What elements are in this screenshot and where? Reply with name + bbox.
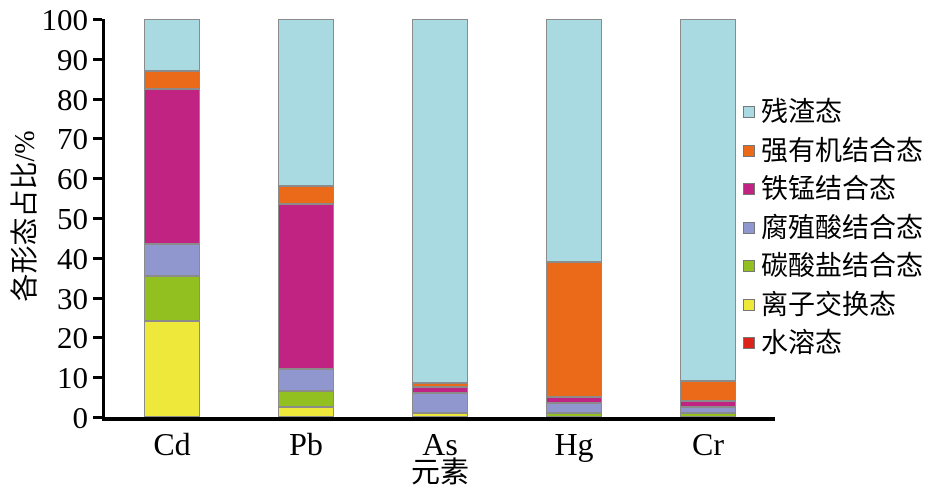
y-tick-label: 70: [57, 121, 88, 157]
bar-segment-Cd-残渣态: [144, 19, 200, 71]
bar-segment-Pb-铁锰结合态: [278, 204, 334, 370]
x-category-label-Cd: Cd: [153, 426, 191, 462]
bar-segment-Pb-碳酸盐结合态: [278, 391, 334, 408]
bar-segment-As-腐殖酸结合态: [412, 393, 468, 413]
bar-segment-Pb-腐殖酸结合态: [278, 369, 334, 392]
x-axis-title: 元素: [410, 457, 469, 489]
bar-segment-Hg-碳酸盐结合态: [546, 413, 602, 417]
bar-segment-Cr-碳酸盐结合态: [680, 413, 736, 417]
bar-segment-Pb-离子交换态: [278, 407, 334, 417]
y-tick-label: 50: [57, 201, 88, 236]
y-tick-mark: [93, 18, 102, 21]
x-category-label-Pb: Pb: [289, 426, 323, 462]
y-tick-label: 10: [57, 360, 88, 396]
bar-segment-Pb-残渣态: [278, 19, 334, 187]
bar-segment-Hg-腐殖酸结合态: [546, 403, 602, 413]
bar-segment-Cr-残渣态: [680, 19, 736, 382]
legend-swatch-残渣态: [743, 106, 755, 118]
y-tick-label: 60: [57, 161, 88, 197]
x-axis-line: [102, 417, 775, 421]
bar-segment-Pb-强有机结合态: [278, 186, 334, 205]
bar-segment-Cr-腐殖酸结合态: [680, 407, 736, 414]
bar-segment-Cd-腐殖酸结合态: [144, 243, 200, 276]
bar-segment-As-铁锰结合态: [412, 387, 468, 394]
y-tick-label: 20: [57, 320, 88, 356]
x-category-label-Hg: Hg: [554, 426, 594, 462]
x-category-label-Cr: Cr: [692, 426, 724, 462]
bar-segment-As-强有机结合态: [412, 383, 468, 388]
legend-label-腐殖酸结合态: 腐殖酸结合态: [761, 212, 923, 243]
y-tick-label: 0: [72, 400, 89, 435]
bar-segment-Cd-铁锰结合态: [144, 88, 200, 244]
legend-label-强有机结合态: 强有机结合态: [761, 135, 923, 166]
legend-label-残渣态: 残渣态: [761, 97, 842, 127]
bar-segment-Cr-铁锰结合态: [680, 401, 736, 408]
y-axis-line: [102, 19, 105, 421]
legend-label-碳酸盐结合态: 碳酸盐结合态: [761, 251, 923, 281]
bar-segment-Cd-碳酸盐结合态: [144, 275, 200, 322]
bar-segment-Hg-铁锰结合态: [546, 397, 602, 404]
bar-segment-As-离子交换态: [412, 413, 468, 417]
bar-segment-Cd-强有机结合态: [144, 70, 200, 89]
y-tick-label: 40: [57, 240, 88, 276]
y-tick-mark: [93, 336, 102, 340]
legend-label-水溶态: 水溶态: [761, 328, 842, 358]
legend-label-铁锰结合态: 铁锰结合态: [761, 174, 896, 204]
legend-swatch-腐殖酸结合态: [743, 221, 755, 234]
y-tick-mark: [93, 416, 102, 419]
y-tick-label: 30: [57, 280, 88, 316]
legend-swatch-碳酸盐结合态: [743, 260, 755, 272]
y-tick-label: 100: [41, 2, 89, 37]
x-category-label-As: As: [422, 426, 458, 462]
legend-swatch-水溶态: [743, 337, 755, 349]
y-tick-mark: [93, 217, 102, 220]
y-tick-mark: [93, 256, 102, 260]
bar-segment-Hg-残渣态: [546, 19, 602, 262]
y-tick-mark: [93, 57, 102, 61]
y-tick-mark: [93, 97, 102, 101]
y-tick-mark: [93, 296, 102, 300]
y-tick-label: 80: [57, 81, 88, 117]
y-tick-label: 90: [57, 41, 88, 77]
bar-segment-Cr-强有机结合态: [680, 381, 736, 402]
y-tick-mark: [93, 137, 102, 141]
legend-swatch-铁锰结合态: [743, 183, 755, 195]
bar-segment-Hg-强有机结合态: [546, 261, 602, 398]
legend-label-离子交换态: 离子交换态: [761, 289, 896, 320]
legend-swatch-离子交换态: [743, 298, 755, 311]
y-tick-mark: [93, 177, 102, 181]
bar-segment-As-残渣态: [412, 19, 468, 384]
y-tick-mark: [93, 376, 102, 380]
legend-swatch-强有机结合态: [743, 144, 755, 157]
bar-segment-Cd-离子交换态: [144, 321, 200, 417]
